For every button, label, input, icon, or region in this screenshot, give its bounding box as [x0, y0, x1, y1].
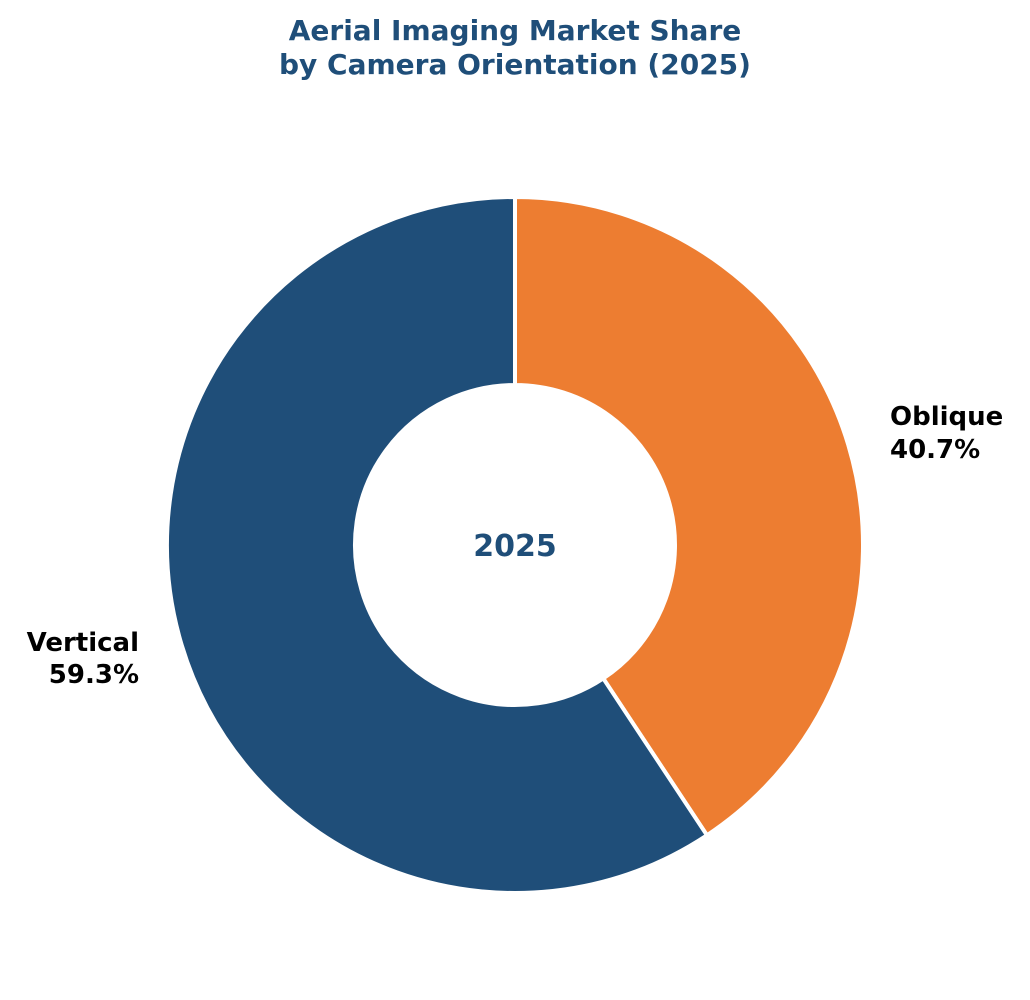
slice-label-oblique-percent: 40.7% — [890, 435, 980, 465]
chart-title-line-2: by Camera Orientation (2025) — [279, 48, 751, 81]
slice-label-vertical-percent: 59.3% — [49, 660, 139, 690]
donut-center-label: 2025 — [473, 529, 557, 564]
slice-label-oblique-name: Oblique — [890, 402, 1003, 432]
slice-label-vertical-name: Vertical — [27, 628, 139, 658]
slice-oblique — [513, 195, 865, 838]
chart-title-line-1: Aerial Imaging Market Share — [289, 14, 742, 47]
donut-slices — [165, 195, 865, 895]
slice-vertical — [165, 195, 709, 895]
